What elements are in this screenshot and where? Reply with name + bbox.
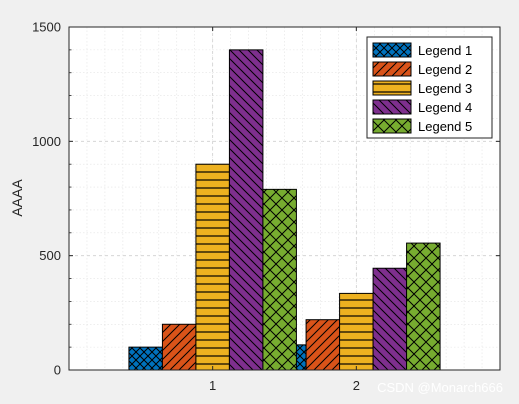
x-tick-label: 2 [353,378,360,393]
bar-legend-2-cat-1 [161,323,197,371]
legend-entry-5: Legend 5 [372,118,472,134]
legend-label: Legend 3 [418,81,472,96]
legend-swatch-hatch [372,118,412,134]
bar-hatch [372,267,408,371]
bar-legend-4-cat-2 [372,267,408,371]
x-tick-label: 1 [209,378,216,393]
legend-entry-4: Legend 4 [372,99,472,115]
legend-entry-3: Legend 3 [372,80,472,96]
legend: Legend 1 Legend 2 Legend 3 Legend 4 Legend 5 [366,36,493,139]
bar-hatch [406,242,441,371]
bar-hatch [262,188,297,371]
bar-hatch [128,346,163,371]
bar-hatch [161,323,197,371]
y-tick-labels: 0 500 1000 1500 [32,20,61,378]
legend-swatch-hatch [372,61,412,77]
y-tick-label: 1500 [32,20,61,35]
bar-legend-5-cat-2 [406,242,441,371]
plot-frame [68,26,501,371]
legend-label: Legend 4 [418,100,472,115]
bar-hatch [339,292,374,371]
axis-ticks [69,26,500,371]
legend-label: Legend 2 [418,62,472,77]
bars [128,49,441,371]
legend-label: Legend 5 [418,119,472,134]
bar-legend-3-cat-2 [339,292,374,371]
bar-hatch [305,319,341,371]
y-tick-label: 500 [39,248,61,263]
legend-label: Legend 1 [418,43,472,58]
legend-entry-2: Legend 2 [372,61,472,77]
legend-swatch-hatch [372,80,412,96]
legend-swatch-hatch [372,99,412,115]
bar-legend-4-cat-1 [228,49,264,371]
legend-entry-1: Legend 1 [372,42,472,58]
y-tick-label: 0 [54,363,61,378]
bar-hatch [228,49,264,371]
y-axis-label: AAAA [9,179,25,217]
y-tick-label: 1000 [32,134,61,149]
watermark-text: CSDN @Monarch666 [377,380,503,395]
bar-hatch [195,163,230,371]
bar-legend-5-cat-1 [262,188,297,371]
bar-legend-2-cat-2 [305,319,341,371]
legend-swatch-hatch [372,42,412,58]
bar-legend-3-cat-1 [195,163,230,371]
bar-legend-1-cat-1 [128,346,163,371]
